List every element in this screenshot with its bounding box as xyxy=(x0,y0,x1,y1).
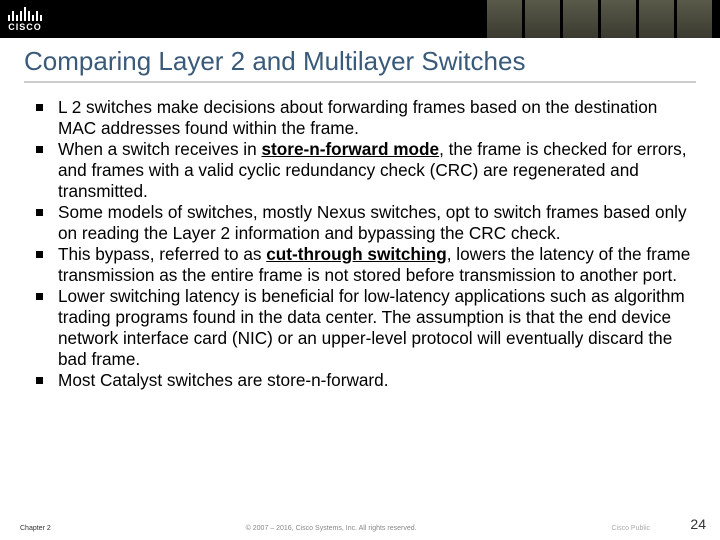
bullet-item: Most Catalyst switches are store-n-forwa… xyxy=(36,370,692,391)
header-photo-strip xyxy=(486,0,712,38)
copyright-text: © 2007 – 2016, Cisco Systems, Inc. All r… xyxy=(51,525,612,532)
logo-text: CISCO xyxy=(8,23,42,32)
bullet-bold-term: cut-through switching xyxy=(266,244,446,264)
slide-title: Comparing Layer 2 and Multilayer Switche… xyxy=(0,38,720,81)
logo-bars-icon xyxy=(8,7,42,21)
page-number: 24 xyxy=(690,516,706,532)
bullet-list: L 2 switches make decisions about forwar… xyxy=(36,97,692,391)
bullet-text: Most Catalyst switches are store-n-forwa… xyxy=(58,370,388,390)
bullet-item: This bypass, referred to as cut-through … xyxy=(36,244,692,286)
bullet-text: L 2 switches make decisions about forwar… xyxy=(58,97,657,138)
bullet-text: This bypass, referred to as xyxy=(58,244,266,264)
bullet-text: Lower switching latency is beneficial fo… xyxy=(58,286,685,369)
cisco-logo: CISCO xyxy=(8,7,42,32)
bullet-text: Some models of switches, mostly Nexus sw… xyxy=(58,202,687,243)
bullet-item: When a switch receives in store-n-forwar… xyxy=(36,139,692,202)
public-label: Cisco Public xyxy=(611,525,650,532)
bullet-item: L 2 switches make decisions about forwar… xyxy=(36,97,692,139)
footer: Chapter 2 © 2007 – 2016, Cisco Systems, … xyxy=(0,525,720,532)
bullet-text: When a switch receives in xyxy=(58,139,261,159)
bullet-bold-term: store-n-forward mode xyxy=(261,139,439,159)
content-area: L 2 switches make decisions about forwar… xyxy=(0,97,720,391)
bullet-item: Lower switching latency is beneficial fo… xyxy=(36,286,692,370)
title-underline xyxy=(24,81,696,83)
chapter-label: Chapter 2 xyxy=(20,525,51,532)
header-bar: CISCO xyxy=(0,0,720,38)
bullet-item: Some models of switches, mostly Nexus sw… xyxy=(36,202,692,244)
